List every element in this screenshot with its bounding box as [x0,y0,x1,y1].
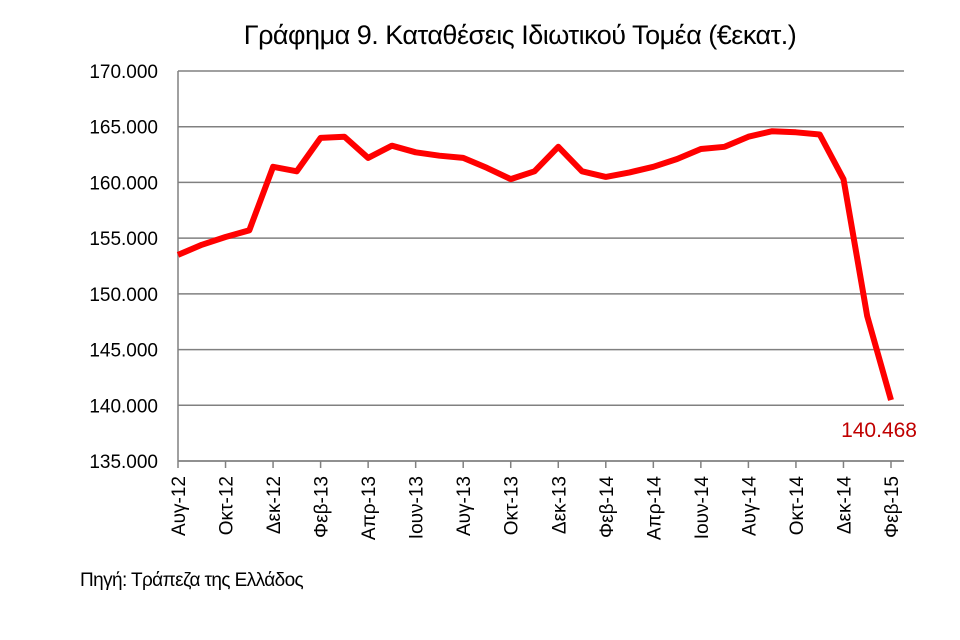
x-tick-label: Δεκ-12 [264,476,285,534]
x-tick-label: Φεβ-15 [882,476,903,538]
series-line [176,128,894,401]
x-tick-label: Φεβ-13 [312,476,333,538]
y-tick-label: 165.000 [89,118,158,139]
x-tick-label: Ιουν-14 [692,476,713,540]
y-tick-label: 160.000 [89,173,158,194]
y-tick-label: 170.000 [89,62,158,83]
y-tick-label: 145.000 [89,341,158,362]
x-tick-label: Ιουν-13 [407,476,428,539]
y-tick-label: 135.000 [89,452,158,473]
x-tick-label: Οκτ-13 [502,476,523,535]
x-tick-label: Απρ-14 [644,476,665,540]
x-tick-label: Αυγ-14 [739,476,760,536]
end-value-label: 140.468 [841,419,917,442]
x-tick-label: Φεβ-14 [597,476,618,538]
x-tick-label: Δεκ-13 [549,476,570,534]
x-tick-label: Αυγ-13 [454,476,475,536]
y-tick-label: 155.000 [89,229,158,250]
x-tick-label: Απρ-13 [359,476,380,540]
y-tick-label: 140.000 [89,396,158,417]
chart-title: Γράφημα 9. Καταθέσεις Ιδιωτικού Τομέα (€… [243,20,797,50]
y-tick-label: 150.000 [89,285,158,306]
source-note: Πηγή: Τράπεζα της Ελλάδος [80,570,304,591]
x-tick-label: Δεκ-14 [834,476,855,535]
x-tick-label: Αυγ-12 [169,476,190,536]
x-tick-label: Οκτ-14 [787,476,808,536]
x-tick-label: Οκτ-12 [217,476,238,535]
